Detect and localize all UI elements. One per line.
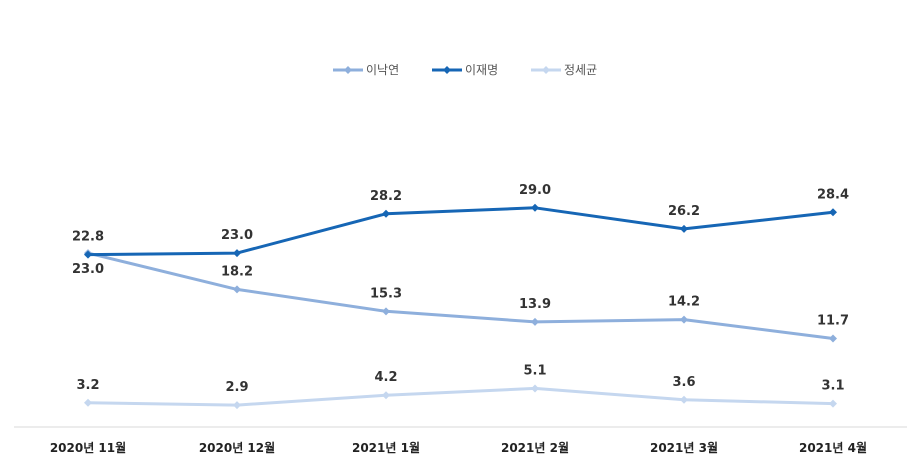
x-tick-label: 2021년 3월: [650, 440, 718, 455]
data-label: 2.9: [225, 380, 248, 395]
data-point: [829, 334, 837, 343]
data-point: [233, 401, 241, 410]
series-line: [86, 386, 835, 407]
series-line: [86, 251, 835, 340]
data-label: 23.0: [72, 262, 104, 277]
data-labels-layer: 23.0 18.2 15.3 13.9 14.2 11.7 22.8 23.0 28.2 29.0…: [72, 183, 849, 395]
data-point: [531, 384, 539, 393]
data-point: [531, 203, 539, 212]
legend-label: 정세균: [564, 63, 597, 77]
data-point: [382, 391, 390, 400]
x-tick-labels: 2020년 11월 2020년 12월 2021년 1월 2021년 2월 2021년 …: [50, 440, 867, 455]
legend-swatch-marker: [443, 66, 451, 74]
data-point: [531, 317, 539, 326]
legend-item: 이재명: [432, 63, 498, 77]
data-point: [680, 224, 688, 233]
data-point: [233, 285, 241, 294]
data-label: 18.2: [221, 264, 253, 279]
data-point: [84, 250, 92, 259]
series-1: [84, 249, 837, 343]
series-2: [84, 203, 837, 259]
x-tick-label: 2021년 2월: [501, 440, 569, 455]
data-label: 13.9: [519, 297, 551, 312]
legend: 이낙연 이재명 정세균: [333, 63, 597, 77]
data-point: [829, 399, 837, 408]
data-label: 3.6: [672, 375, 695, 390]
legend-label: 이재명: [465, 63, 498, 77]
data-point: [680, 315, 688, 324]
data-label: 4.2: [374, 370, 397, 385]
data-label: 11.7: [817, 314, 849, 329]
data-label: 14.2: [668, 295, 700, 310]
data-label: 15.3: [370, 286, 402, 301]
legend-label: 이낙연: [366, 63, 399, 77]
legend-item: 이낙연: [333, 63, 399, 77]
data-label: 28.4: [817, 187, 849, 202]
series-3: [84, 384, 837, 410]
data-point: [84, 398, 92, 407]
data-label: 26.2: [668, 204, 700, 219]
x-tick-label: 2020년 11월: [50, 440, 126, 455]
data-label: 23.0: [221, 228, 253, 243]
data-point: [680, 395, 688, 404]
x-tick-label: 2021년 1월: [352, 440, 420, 455]
x-tick-label: 2020년 12월: [199, 440, 275, 455]
legend-item: 정세균: [531, 63, 597, 77]
data-point: [382, 307, 390, 316]
legend-swatch-marker: [542, 66, 550, 74]
data-label: 3.1: [821, 379, 844, 394]
data-point: [829, 208, 837, 217]
x-tick-label: 2021년 4월: [799, 440, 867, 455]
legend-swatch-marker: [344, 66, 352, 74]
data-label: 22.8: [72, 230, 104, 245]
data-label: 5.1: [523, 363, 546, 378]
data-label: 28.2: [370, 189, 402, 204]
series-line: [86, 206, 835, 257]
data-point: [233, 249, 241, 258]
data-label: 29.0: [519, 183, 551, 198]
data-label: 3.2: [76, 378, 99, 393]
series-layer: [84, 203, 837, 410]
data-point: [382, 209, 390, 218]
